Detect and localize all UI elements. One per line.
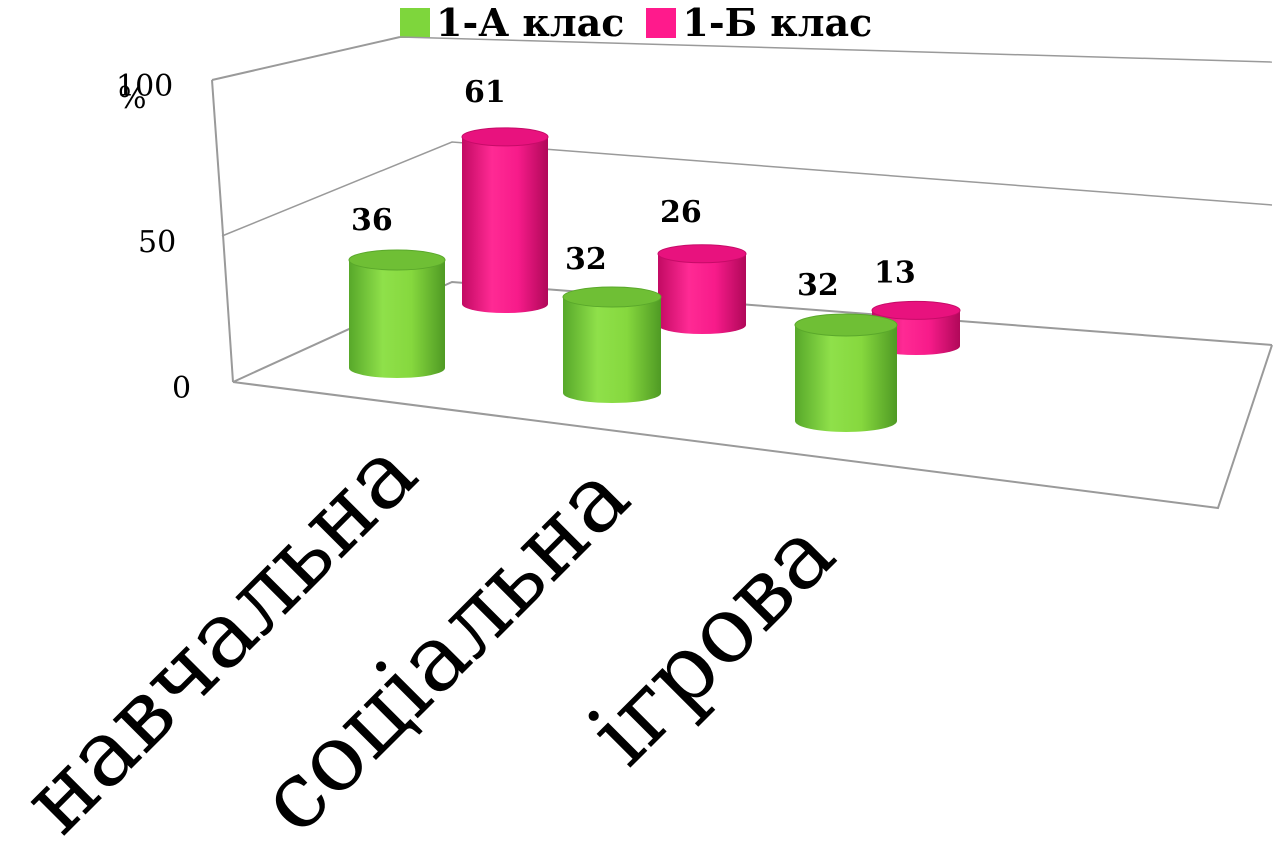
data-label-series-b-0: 61 <box>464 75 506 110</box>
y-axis-ticks: 0 50 100 % <box>116 69 191 406</box>
bar-top <box>657 244 747 264</box>
data-label-series-a-1: 32 <box>565 242 607 277</box>
bar-body <box>563 297 661 403</box>
bar-series-a-0 <box>348 249 446 378</box>
bar-top <box>794 313 898 337</box>
legend-swatch-series-b <box>646 8 677 38</box>
data-label-series-b-2: 13 <box>874 255 916 290</box>
data-label-series-a-2: 32 <box>797 268 839 303</box>
bar-body <box>658 253 746 334</box>
bar-series-b-0 <box>461 127 549 313</box>
bar-series-a-1 <box>562 286 662 403</box>
data-label-series-b-1: 26 <box>660 195 702 230</box>
y-tick-50: 50 <box>138 225 176 260</box>
legend-label-series-b: 1-Б клас <box>682 0 873 45</box>
bar-body <box>795 325 897 432</box>
bar-series-b-1 <box>657 244 747 334</box>
bar-body <box>462 136 548 313</box>
bar-top <box>562 286 662 308</box>
gridline-top <box>399 36 1273 63</box>
back-wall-top <box>211 36 401 81</box>
legend-swatch-series-a <box>400 8 430 38</box>
y-tick-100: 100 <box>116 69 173 104</box>
bar-top <box>871 300 961 320</box>
floor-front-edge <box>232 344 1273 510</box>
bar-top <box>461 127 549 147</box>
gridline-middle <box>221 141 1273 237</box>
legend-label-series-a: 1-А клас <box>436 0 625 45</box>
legend-item-series-b: 1-Б клас <box>646 4 872 42</box>
y-tick-0: 0 <box>172 371 191 406</box>
data-labels-layer: 61 26 13 36 32 32 <box>351 75 916 303</box>
bar-body <box>349 260 445 378</box>
legend: 1-А клас 1-Б клас <box>400 4 872 42</box>
legend-item-series-a: 1-А клас <box>400 4 624 42</box>
floor-back-edge <box>232 280 1273 383</box>
y-axis-unit: % <box>118 81 147 116</box>
bar-top <box>348 249 446 271</box>
bars-layer <box>348 127 961 432</box>
back-wall-outline <box>211 79 234 383</box>
data-label-series-a-0: 36 <box>351 203 393 238</box>
plot-frame <box>211 36 1273 510</box>
bar-series-a-2 <box>794 313 898 432</box>
x-axis-categories: навчальна соціальна ігрова <box>2 418 855 843</box>
